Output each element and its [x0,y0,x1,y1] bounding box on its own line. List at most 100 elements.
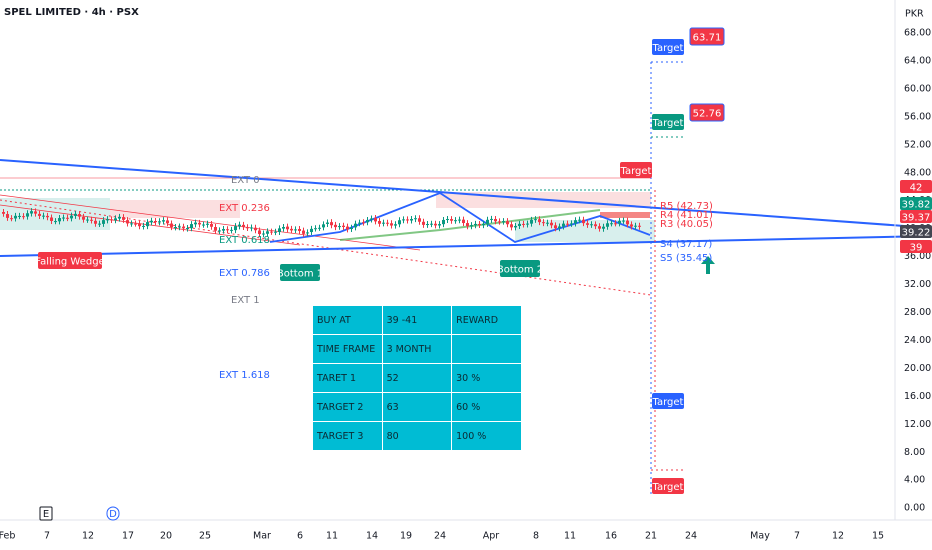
date-label: 11 [326,531,338,542]
target-label: Target [620,166,652,177]
candle-body [94,220,97,224]
candle-body [338,226,341,228]
candle-body [630,224,633,227]
date-label: 16 [605,531,617,542]
candle-body [458,219,461,221]
price-label: 20.00 [904,363,931,374]
candle-body [130,223,133,225]
date-label: 12 [82,531,94,542]
candle-body [634,225,637,227]
price-tag-bg [900,225,932,238]
table-row: TARGET 2 63 60 % [312,392,522,422]
candle-body [182,226,185,229]
candle-body [518,223,521,226]
drawings [0,0,932,521]
candle-body [582,219,585,224]
candle-body [258,230,261,235]
candle-body [218,230,221,232]
target-label-bg [652,478,684,494]
price-tag: 39.22 [902,228,931,239]
candle-body [166,220,169,224]
target-label: Target [652,482,684,493]
candle-body [86,219,89,221]
table-row: TIME FRAME 3 MONTH [312,334,522,364]
price-label: 64.00 [904,55,931,66]
candle-body [250,227,253,229]
candle-body [246,227,249,229]
target-value: 52.76 [693,109,722,120]
fib-label: EXT 0.618 [219,235,270,246]
candle-body [54,221,57,223]
date-label: 14 [366,531,378,542]
price-label: 48.00 [904,167,931,178]
date-label: Mar [253,531,271,542]
candle-body [266,231,269,234]
candle-body [134,223,137,225]
candle-body [154,221,157,223]
pattern-label: Falling Wedge [35,257,104,268]
candle-body [366,219,369,223]
pattern-label: Bottom 2 [497,265,543,276]
candle-body [38,213,41,216]
labels: SPEL LIMITED · 4h · PSX PKR68.0064.0060.0… [0,7,932,542]
candle-body [494,218,497,222]
candle-body [438,224,441,226]
candle-body [14,215,17,219]
candle-body [434,223,437,226]
candle-body [110,219,113,221]
table-cell: 80 [381,421,453,451]
price-label: 28.00 [904,307,931,318]
price-label: 68.00 [904,28,931,39]
candle-body [186,227,189,229]
pivot-label: R4 (41.01) [660,210,713,221]
table-cell: BUY AT [312,305,383,335]
candle-body [302,230,305,234]
candle-body [174,227,177,229]
candle-body [286,226,289,230]
candle-body [390,223,393,226]
candle-body [66,217,69,219]
candle-body [42,215,45,217]
table-cell: 100 % [451,421,522,451]
candle-body [74,213,77,216]
table-row: TARET 1 52 30 % [312,363,522,393]
date-label: 24 [685,531,697,542]
candle-body [622,220,625,222]
table-cell: 63 [381,392,453,422]
candle-body [178,226,181,228]
fib-label: EXT 0 [231,175,260,186]
candle-body [238,224,241,227]
candle-body [602,226,605,229]
candle-body [574,220,577,224]
candle-body [162,220,165,222]
candle-body [562,223,565,227]
candle-body [566,223,569,225]
table-row: TARGET 3 80 100 % [312,421,522,451]
price-label: 24.00 [904,335,931,346]
candle-body [170,223,173,228]
target-label: Target [652,397,684,408]
fib-label: EXT 0.236 [219,203,270,214]
candle-body [362,222,365,224]
date-label: Feb [0,531,15,542]
candle-body [374,218,377,222]
candle-body [194,222,197,225]
candle-body [262,233,265,235]
date-label: 19 [400,531,412,542]
candle-body [418,218,421,222]
pattern-label-bg [280,264,320,281]
target-label-bg [652,114,684,130]
candle-body [522,223,525,225]
candle-body [558,226,561,229]
candle-body [190,224,193,229]
price-tag-bg [900,197,932,210]
candle-body [106,219,109,221]
candle-body [254,227,257,231]
pivot-label: R5 (42.73) [660,201,713,212]
candle-body [490,218,493,220]
candle-body [426,224,429,226]
target-label-bg [652,39,684,55]
price-label: 4.00 [904,475,925,486]
price-label: 12.00 [904,419,931,430]
candle-body [414,218,417,220]
